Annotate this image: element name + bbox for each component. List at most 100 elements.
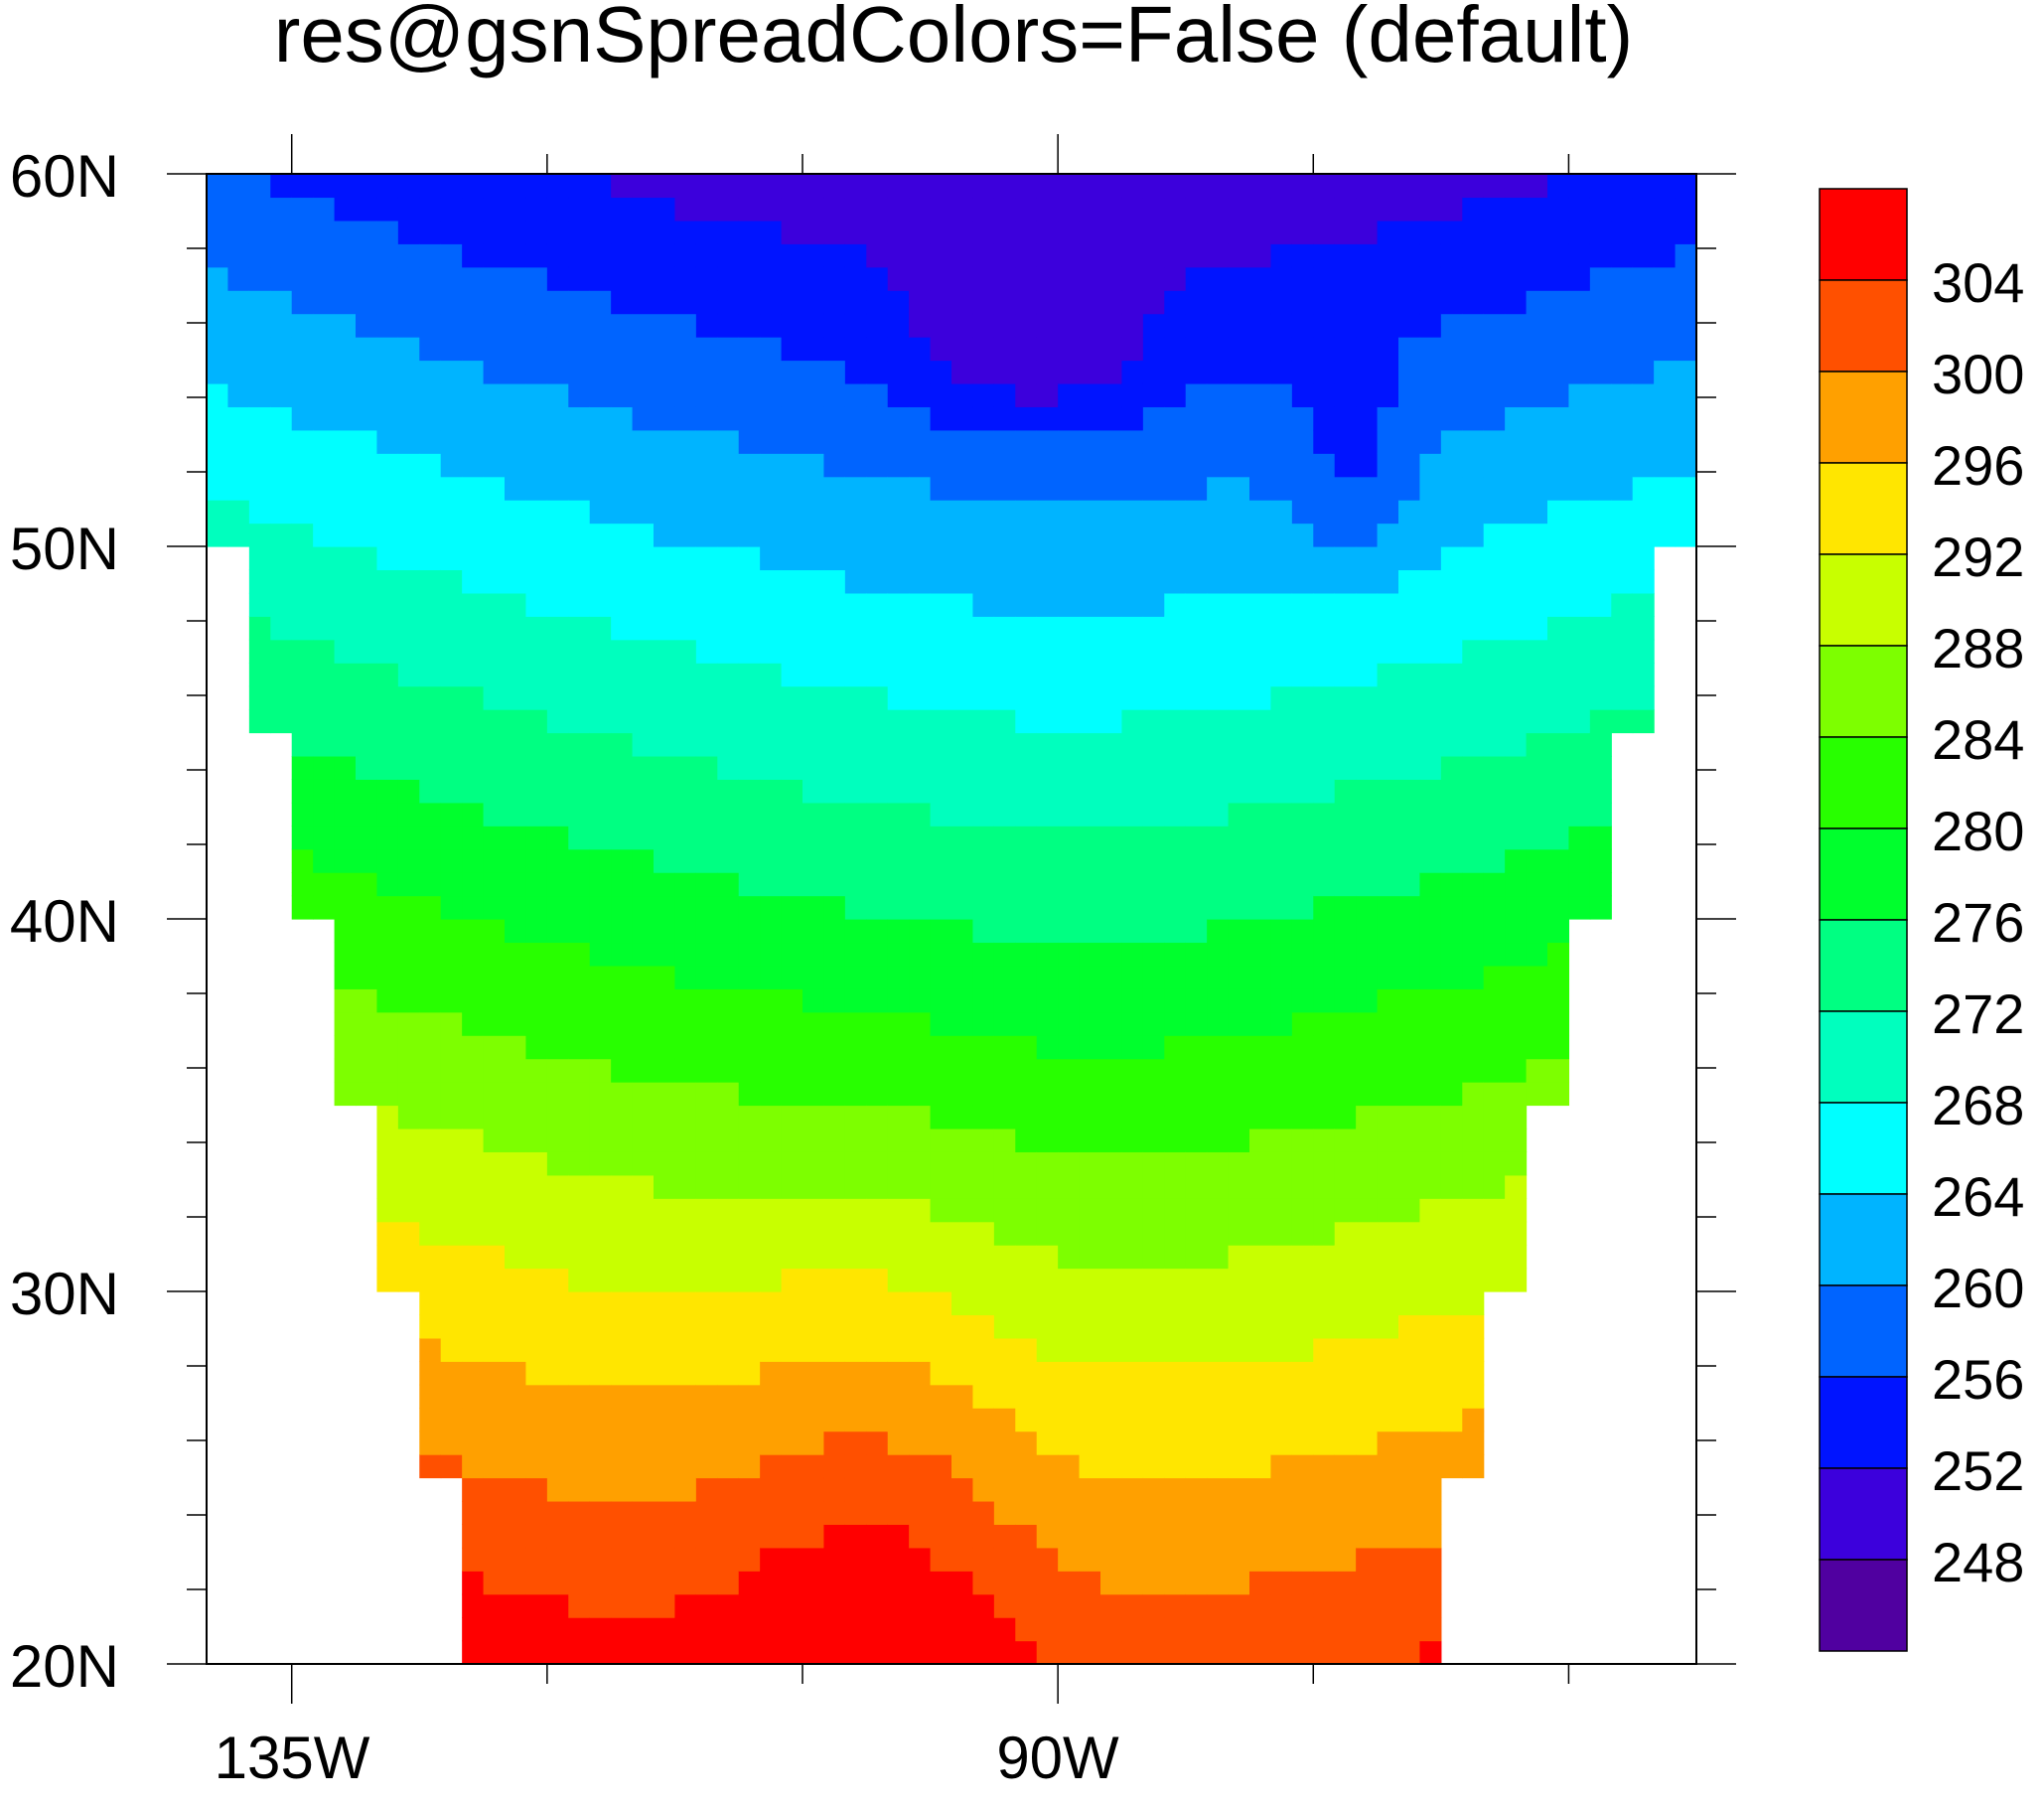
contour-cell bbox=[1079, 453, 1101, 478]
contour-cell bbox=[1419, 965, 1442, 989]
contour-cell bbox=[611, 453, 634, 478]
contour-cell bbox=[440, 1361, 463, 1386]
contour-cell bbox=[1270, 1524, 1293, 1549]
contour-cell bbox=[419, 1337, 442, 1362]
contour-cell bbox=[951, 1361, 974, 1386]
contour-cell bbox=[1334, 290, 1357, 315]
contour-cell bbox=[505, 592, 527, 617]
contour-cell bbox=[993, 663, 1016, 687]
contour-cell bbox=[1079, 872, 1101, 897]
contour-cell bbox=[1675, 266, 1697, 291]
contour-cell bbox=[1015, 616, 1038, 641]
contour-cell bbox=[993, 942, 1016, 967]
contour-cell bbox=[866, 709, 889, 734]
contour-cell bbox=[1228, 872, 1250, 897]
contour-cell bbox=[1058, 1524, 1081, 1549]
contour-cell bbox=[1611, 429, 1634, 454]
contour-cell bbox=[930, 919, 952, 944]
contour-cell bbox=[1164, 1151, 1187, 1176]
contour-cell bbox=[844, 476, 867, 501]
contour-cell bbox=[866, 826, 889, 850]
contour-cell bbox=[781, 965, 803, 989]
contour-cell bbox=[1058, 988, 1081, 1013]
colorbar-label: 304 bbox=[1932, 251, 2024, 314]
contour-cell bbox=[738, 802, 761, 827]
contour-cell bbox=[1100, 895, 1123, 920]
contour-cell bbox=[483, 1291, 506, 1316]
contour-cell bbox=[1270, 546, 1293, 571]
contour-cell bbox=[781, 685, 803, 710]
contour-cell bbox=[525, 1430, 548, 1455]
contour-cell bbox=[717, 1291, 740, 1316]
contour-cell bbox=[1015, 500, 1038, 525]
contour-cell bbox=[1207, 1128, 1230, 1152]
contour-cell bbox=[1483, 1174, 1506, 1199]
contour-cell bbox=[972, 592, 995, 617]
contour-cell bbox=[1440, 1128, 1463, 1152]
contour-cell bbox=[568, 1245, 591, 1270]
contour-cell bbox=[1036, 592, 1059, 617]
contour-cell bbox=[1207, 1384, 1230, 1409]
contour-cell bbox=[823, 988, 846, 1013]
contour-cell bbox=[1291, 1477, 1314, 1502]
contour-cell bbox=[1526, 243, 1548, 268]
contour-cell bbox=[1654, 429, 1677, 454]
contour-cell bbox=[546, 313, 569, 338]
contour-cell bbox=[462, 802, 485, 827]
contour-cell bbox=[1462, 453, 1485, 478]
contour-cell bbox=[717, 1174, 740, 1199]
contour-cell bbox=[462, 1617, 485, 1642]
contour-cell bbox=[1036, 1245, 1059, 1270]
contour-cell bbox=[1589, 685, 1612, 710]
contour-cell bbox=[930, 500, 952, 525]
contour-cell bbox=[1015, 429, 1038, 454]
contour-cell bbox=[1100, 1593, 1123, 1618]
contour-cell bbox=[972, 360, 995, 384]
contour-cell bbox=[1313, 1245, 1336, 1270]
contour-cell bbox=[1483, 988, 1506, 1013]
contour-cell bbox=[1547, 220, 1570, 244]
contour-cell bbox=[376, 895, 399, 920]
contour-cell bbox=[717, 592, 740, 617]
contour-cell bbox=[611, 1082, 634, 1107]
contour-cell bbox=[823, 500, 846, 525]
contour-cell bbox=[695, 1547, 718, 1572]
contour-cell bbox=[1505, 872, 1528, 897]
contour-cell bbox=[1270, 1174, 1293, 1199]
contour-cell bbox=[1654, 382, 1677, 407]
contour-cell bbox=[738, 1547, 761, 1572]
contour-cell bbox=[1547, 523, 1570, 547]
contour-cell bbox=[1270, 663, 1293, 687]
contour-cell bbox=[1313, 1151, 1336, 1176]
contour-cell bbox=[1462, 1221, 1485, 1246]
contour-cell bbox=[844, 1640, 867, 1665]
contour-cell bbox=[674, 476, 697, 501]
contour-cell bbox=[695, 429, 718, 454]
contour-cell bbox=[781, 546, 803, 571]
contour-cell bbox=[1462, 1314, 1485, 1339]
contour-cell bbox=[972, 755, 995, 780]
contour-cell bbox=[1440, 919, 1463, 944]
contour-cell bbox=[568, 779, 591, 804]
contour-cell bbox=[1589, 197, 1612, 222]
contour-cell bbox=[930, 1268, 952, 1292]
contour-cell bbox=[632, 1408, 655, 1432]
contour-cell bbox=[717, 500, 740, 525]
contour-cell bbox=[1291, 1082, 1314, 1107]
contour-cell bbox=[1440, 313, 1463, 338]
contour-cell bbox=[483, 500, 506, 525]
contour-cell bbox=[1462, 1174, 1485, 1199]
contour-cell bbox=[930, 663, 952, 687]
contour-cell bbox=[781, 174, 803, 199]
contour-cell bbox=[695, 243, 718, 268]
contour-cell bbox=[1100, 1035, 1123, 1060]
contour-cell bbox=[972, 639, 995, 664]
contour-cell bbox=[1015, 406, 1038, 431]
contour-cell bbox=[1356, 779, 1379, 804]
contour-cell bbox=[1164, 663, 1187, 687]
contour-cell bbox=[1249, 1524, 1272, 1549]
contour-cell bbox=[397, 406, 420, 431]
contour-cell bbox=[397, 453, 420, 478]
contour-cell bbox=[356, 313, 378, 338]
contour-cell bbox=[909, 942, 932, 967]
